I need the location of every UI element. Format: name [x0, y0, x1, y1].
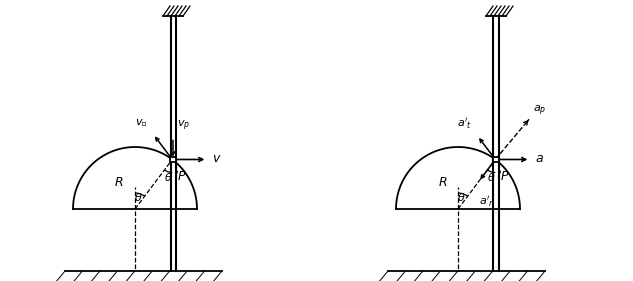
Bar	[170, 157, 176, 162]
Text: $\theta$: $\theta$	[164, 171, 173, 183]
Text: $\theta$: $\theta$	[134, 191, 142, 203]
Text: $\theta$: $\theta$	[487, 171, 496, 183]
Text: $a_p$: $a_p$	[533, 103, 546, 118]
Text: $'P$: $'P$	[175, 169, 188, 184]
Text: $v$: $v$	[212, 152, 222, 165]
Text: $a'_t$: $a'_t$	[457, 116, 472, 131]
Text: $a'_n$: $a'_n$	[479, 194, 495, 209]
Text: $\theta$: $\theta$	[457, 191, 466, 203]
Text: $a$: $a$	[536, 152, 544, 165]
Text: $'P$: $'P$	[498, 169, 511, 184]
Text: $R$: $R$	[437, 176, 447, 189]
Bar	[493, 157, 499, 162]
Text: $R$: $R$	[115, 176, 124, 189]
Text: $v_p$: $v_p$	[177, 119, 190, 133]
Text: $v_{相}$: $v_{相}$	[135, 117, 148, 129]
